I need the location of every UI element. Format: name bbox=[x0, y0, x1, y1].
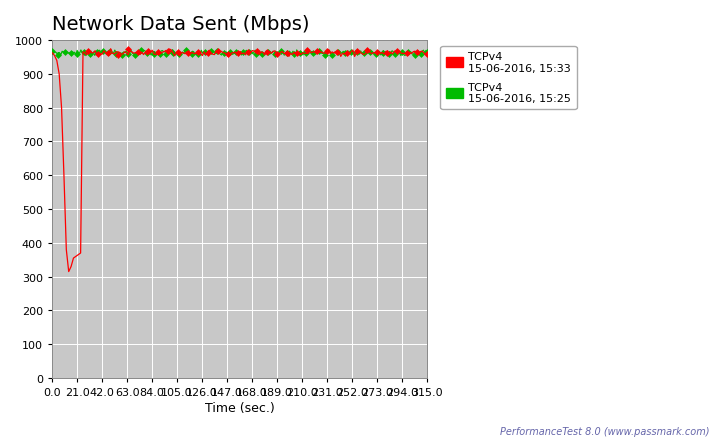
Text: Network Data Sent (Mbps): Network Data Sent (Mbps) bbox=[52, 15, 310, 34]
Legend: TCPv4
15-06-2016, 15:33, TCPv4
15-06-2016, 15:25: TCPv4 15-06-2016, 15:33, TCPv4 15-06-201… bbox=[440, 46, 576, 110]
Text: PerformanceTest 8.0 (www.passmark.com): PerformanceTest 8.0 (www.passmark.com) bbox=[500, 426, 710, 436]
X-axis label: Time (sec.): Time (sec.) bbox=[205, 401, 275, 414]
